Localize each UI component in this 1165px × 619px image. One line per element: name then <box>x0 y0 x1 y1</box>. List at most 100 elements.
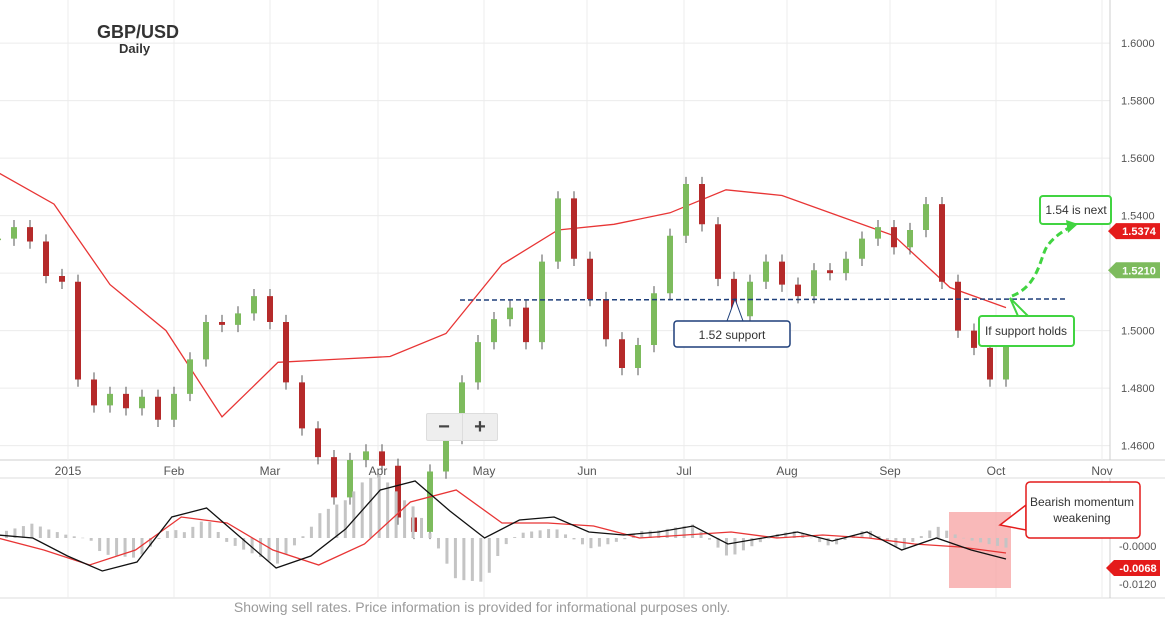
x-tick-label: May <box>473 464 496 478</box>
candle-body <box>427 471 433 532</box>
candle-body <box>475 342 481 383</box>
x-tick-label: Oct <box>987 464 1006 478</box>
macd-histogram-bar <box>369 477 373 538</box>
zoom-out-button[interactable]: − <box>438 416 450 438</box>
macd-histogram-bar <box>174 530 178 538</box>
macd-histogram-bar <box>428 533 432 538</box>
macd-histogram-bar <box>318 513 322 538</box>
candle-body <box>491 319 497 343</box>
price-tick-label: 1.5600 <box>1121 153 1155 165</box>
candle-body <box>811 270 817 297</box>
projection-arrowhead <box>1066 220 1078 233</box>
candle-body <box>635 345 641 368</box>
macd-histogram-bar <box>182 532 186 538</box>
signal-line <box>0 489 1007 566</box>
macd-histogram-bar <box>835 538 839 545</box>
macd-histogram-bar <box>724 538 728 556</box>
macd-histogram-bar <box>343 500 347 538</box>
macd-histogram-bar <box>767 538 771 539</box>
x-tick-label: Nov <box>1091 464 1112 478</box>
price-tick-label: 1.5000 <box>1121 326 1155 338</box>
x-tick-label: Sep <box>879 464 901 478</box>
macd-histogram-bar <box>547 529 551 538</box>
x-tick-label: Mar <box>260 464 281 478</box>
candles-layer <box>0 176 1009 540</box>
support-holds-text: If support holds <box>985 324 1067 338</box>
macd-histogram-bar <box>979 538 983 543</box>
macd-histogram-bar <box>132 538 136 558</box>
moving-average-line <box>0 172 1007 418</box>
macd-histogram-bar <box>741 538 745 551</box>
macd-histogram-bar <box>665 528 669 538</box>
candle-body <box>571 198 577 259</box>
macd-histogram-bar <box>30 523 34 538</box>
macd-histogram-bar <box>259 538 263 558</box>
macd-histogram-bar <box>843 538 847 540</box>
macd-histogram-bar <box>733 538 737 555</box>
chart-title: GBP/USD <box>97 22 180 42</box>
candle-body <box>523 307 529 343</box>
macd-histogram-bar <box>504 538 508 545</box>
x-tick-label: Feb <box>164 464 185 478</box>
candle-body <box>667 235 673 294</box>
macd-histogram-bar <box>919 536 923 538</box>
price-tick-label: 1.5800 <box>1121 96 1155 108</box>
candle-body <box>539 261 545 343</box>
candle-body <box>1003 330 1009 380</box>
badge-text: -0.0068 <box>1119 563 1156 575</box>
macd-histogram-bar <box>987 538 991 545</box>
macd-histogram-bar <box>606 538 610 545</box>
macd-histogram-bar <box>453 538 457 579</box>
macd-histogram-bar <box>716 538 720 548</box>
macd-histogram-bar <box>809 537 813 539</box>
macd-histogram-bar <box>64 534 68 538</box>
candle-body <box>315 428 321 458</box>
price-tick-label: 1.4600 <box>1121 441 1155 453</box>
macd-histogram-bar <box>758 538 762 543</box>
disclaimer-text: Showing sell rates. Price information is… <box>233 599 731 615</box>
candle-body <box>875 227 881 239</box>
macd-histogram-bar <box>233 538 237 546</box>
macd-histogram-bar <box>157 538 161 539</box>
macd-histogram-bar <box>191 526 195 538</box>
macd-histogram-bar <box>420 517 424 538</box>
candle-body <box>763 261 769 282</box>
x-tick-label: Apr <box>369 464 388 478</box>
candle-body <box>91 379 97 406</box>
candle-body <box>251 296 257 314</box>
price-value-badge <box>1108 262 1160 279</box>
macd-histogram-bar <box>513 537 517 538</box>
candle-body <box>59 276 65 282</box>
macd-histogram-bar <box>81 537 85 539</box>
macd-histogram-bar <box>301 536 305 538</box>
macd-histogram-bar <box>674 527 678 538</box>
macd-histogram-bar <box>4 530 8 538</box>
macd-histogram-bar <box>801 533 805 538</box>
candle-body <box>443 437 449 472</box>
macd-histogram-bar <box>267 538 271 561</box>
candle-body <box>27 227 33 242</box>
momentum-callout-line1: Bearish momentum <box>1030 495 1134 509</box>
macd-histogram-bar <box>292 538 296 546</box>
candle-body <box>283 322 289 383</box>
price-tick-label: 1.4800 <box>1121 383 1155 395</box>
macd-histogram-bar <box>564 534 568 538</box>
candle-body <box>459 382 465 437</box>
macd-histogram-bar <box>284 538 288 555</box>
macd-histogram-bar <box>165 531 169 538</box>
macd-histogram-bar <box>530 531 534 538</box>
candle-body <box>891 227 897 248</box>
annotations-layer: 1.54 is next If support holds 1.5374 1.5210 <box>978 195 1160 347</box>
zoom-controls: − + <box>426 413 498 441</box>
badge-text: 1.5210 <box>1122 265 1156 277</box>
candle-body <box>43 241 49 276</box>
zoom-in-button[interactable]: + <box>462 414 497 440</box>
macd-histogram-bar <box>894 538 898 547</box>
candle-body <box>843 258 849 274</box>
macd-histogram-bar <box>538 530 542 538</box>
macd-histogram-bar <box>877 536 881 538</box>
axis-layer: 1.46001.48001.50001.52001.54001.56001.58… <box>55 38 1155 478</box>
macd-histogram-bar <box>377 475 381 538</box>
macd-histogram-bar <box>996 538 1000 546</box>
